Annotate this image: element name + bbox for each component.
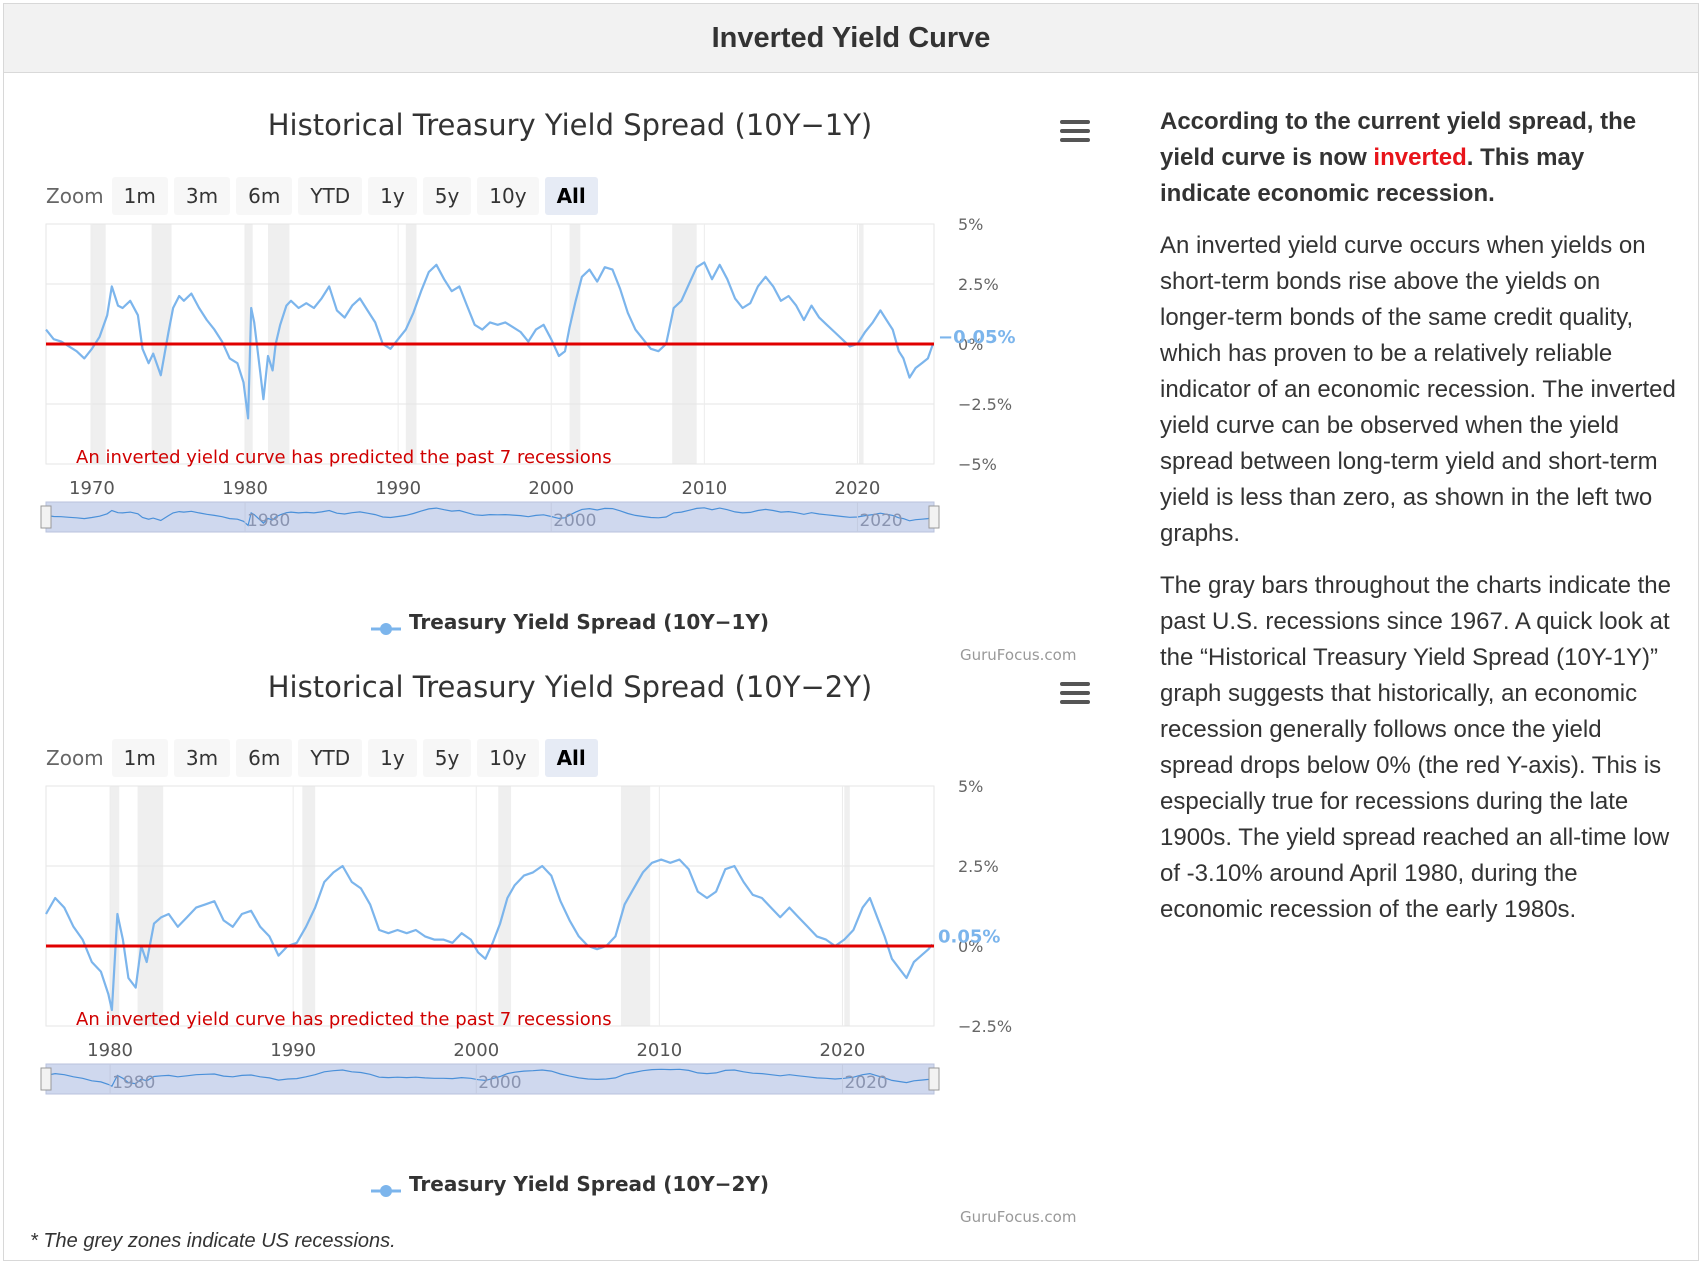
- chart-svg[interactable]: 5% 2.5% 0% −2.5% −5% 1970 1980 1990 2000 2010 2020…: [20, 215, 1120, 718]
- annotation-label: An inverted yield curve has predicted th…: [76, 1009, 612, 1030]
- x-tick-label: 2000: [453, 1040, 499, 1061]
- current-value-label: 0.05%: [938, 926, 1000, 947]
- y-tick-label: 5%: [958, 215, 983, 234]
- x-tick-label: 2010: [681, 478, 727, 499]
- zoom-1y-button[interactable]: 1y: [368, 177, 417, 215]
- recession-band: [620, 786, 651, 1026]
- page-title: Inverted Yield Curve: [711, 21, 991, 54]
- zoom-3m-button[interactable]: 3m: [173, 739, 231, 777]
- legend-item[interactable]: Treasury Yield Spread (10Y−2Y): [20, 1172, 1120, 1197]
- hamburger-menu-icon[interactable]: [1060, 120, 1090, 148]
- chart-title: Historical Treasury Yield Spread (10Y−1Y…: [267, 108, 873, 142]
- zoom-1y-button[interactable]: 1y: [368, 739, 417, 777]
- x-tick-label: 1970: [69, 478, 115, 499]
- legend-item[interactable]: Treasury Yield Spread (10Y−1Y): [20, 610, 1120, 635]
- recession-band: [302, 786, 316, 1026]
- y-tick-label: −2.5%: [958, 395, 1012, 414]
- series-line: [45, 261, 934, 420]
- hamburger-menu-icon[interactable]: [1060, 682, 1090, 710]
- lead-statement: According to the current yield spread, t…: [1160, 104, 1680, 212]
- navigator-tick-label: 2020: [844, 1073, 887, 1093]
- legend-line-icon: [370, 617, 401, 635]
- legend-label: Treasury Yield Spread (10Y−1Y): [408, 610, 770, 634]
- zoom-10y-button[interactable]: 10y: [477, 177, 539, 215]
- navigator-handle[interactable]: [40, 505, 52, 529]
- legend-label: Treasury Yield Spread (10Y−2Y): [408, 1172, 770, 1196]
- recession-band: [137, 786, 164, 1026]
- chart-svg[interactable]: 5% 2.5% 0% −2.5% 1980 1990 2000 2010 2020 0.05% An…: [20, 777, 1120, 1280]
- navigator-handle[interactable]: [928, 1067, 940, 1091]
- lead-text: According to the current yield spread, t…: [1160, 108, 1637, 171]
- zoom-1m-button[interactable]: 1m: [111, 739, 168, 777]
- y-tick-label: −5%: [958, 455, 997, 474]
- explanation-paragraph-2: The gray bars throughout the charts indi…: [1160, 572, 1671, 923]
- zoom-ytd-button[interactable]: YTD: [298, 739, 363, 777]
- navigator-series: [45, 1068, 933, 1088]
- y-tick-label: 0%: [958, 937, 983, 956]
- zoom-label: Zoom: [46, 746, 104, 770]
- zoom-ytd-button[interactable]: YTD: [298, 177, 363, 215]
- lead-text-end: . This may indicate economic recession.: [1160, 144, 1585, 207]
- navigator-area: [45, 501, 935, 533]
- x-tick-label: 2020: [835, 478, 881, 499]
- recession-band: [844, 786, 850, 1026]
- x-tick-label: 1990: [375, 478, 421, 499]
- navigator-tick-label: 2000: [553, 511, 596, 531]
- y-tick-label: 0%: [958, 335, 983, 354]
- x-tick-label: 2020: [820, 1040, 866, 1061]
- zoom-selector: Zoom 1m 3m 6m YTD 1y 5y 10y All: [46, 176, 604, 216]
- x-tick-label: 2000: [528, 478, 574, 499]
- x-tick-label: 1980: [87, 1040, 133, 1061]
- zoom-10y-button[interactable]: 10y: [477, 739, 539, 777]
- zoom-1m-button[interactable]: 1m: [111, 177, 168, 215]
- x-tick-label: 1980: [222, 478, 268, 499]
- explanation-panel: According to the current yield spread, t…: [1160, 104, 1680, 944]
- inverted-highlight: inverted: [1373, 144, 1467, 171]
- series-line: [45, 858, 934, 1012]
- navigator-tick-label: 1980: [247, 511, 290, 531]
- y-tick-label: −2.5%: [958, 1017, 1012, 1036]
- recession-footnote: * The grey zones indicate US recessions.: [30, 1230, 396, 1252]
- zoom-6m-button[interactable]: 6m: [236, 177, 293, 215]
- navigator-tick-label: 1980: [112, 1073, 155, 1093]
- credits-link[interactable]: GuruFocus.com: [960, 646, 1077, 664]
- recession-band: [110, 786, 120, 1026]
- chart-10y-1y: Historical Treasury Yield Spread (10Y−1Y…: [20, 108, 1100, 668]
- zoom-selector: Zoom 1m 3m 6m YTD 1y 5y 10y All: [46, 738, 604, 778]
- x-tick-label: 2010: [636, 1040, 682, 1061]
- navigator-handle[interactable]: [40, 1067, 52, 1091]
- navigator-tick-label: 2020: [859, 511, 902, 531]
- navigator-tick-label: 2000: [478, 1073, 521, 1093]
- x-tick-label: 1990: [270, 1040, 316, 1061]
- y-tick-label: 2.5%: [958, 857, 999, 876]
- zoom-5y-button[interactable]: 5y: [422, 739, 472, 777]
- page-header: Inverted Yield Curve: [4, 4, 1698, 73]
- zoom-5y-button[interactable]: 5y: [422, 177, 472, 215]
- zoom-3m-button[interactable]: 3m: [173, 177, 231, 215]
- plot-area: [45, 785, 935, 1027]
- chart-10y-2y: Historical Treasury Yield Spread (10Y−2Y…: [20, 670, 1100, 1230]
- zoom-label: Zoom: [46, 184, 104, 208]
- current-value-label: −0.05%: [938, 327, 1016, 348]
- zoom-all-button[interactable]: All: [544, 739, 598, 777]
- y-tick-label: 5%: [958, 777, 983, 796]
- zoom-6m-button[interactable]: 6m: [236, 739, 293, 777]
- zoom-all-button[interactable]: All: [544, 177, 598, 215]
- explanation-paragraph-1: An inverted yield curve occurs when yiel…: [1160, 232, 1676, 547]
- navigator-handle[interactable]: [928, 505, 940, 529]
- credits-link[interactable]: GuruFocus.com: [960, 1208, 1077, 1226]
- annotation-label: An inverted yield curve has predicted th…: [76, 447, 612, 468]
- chart-title: Historical Treasury Yield Spread (10Y−2Y…: [267, 670, 873, 704]
- y-tick-label: 2.5%: [958, 275, 999, 294]
- legend-line-icon: [370, 1179, 401, 1197]
- navigator-series: [45, 507, 933, 527]
